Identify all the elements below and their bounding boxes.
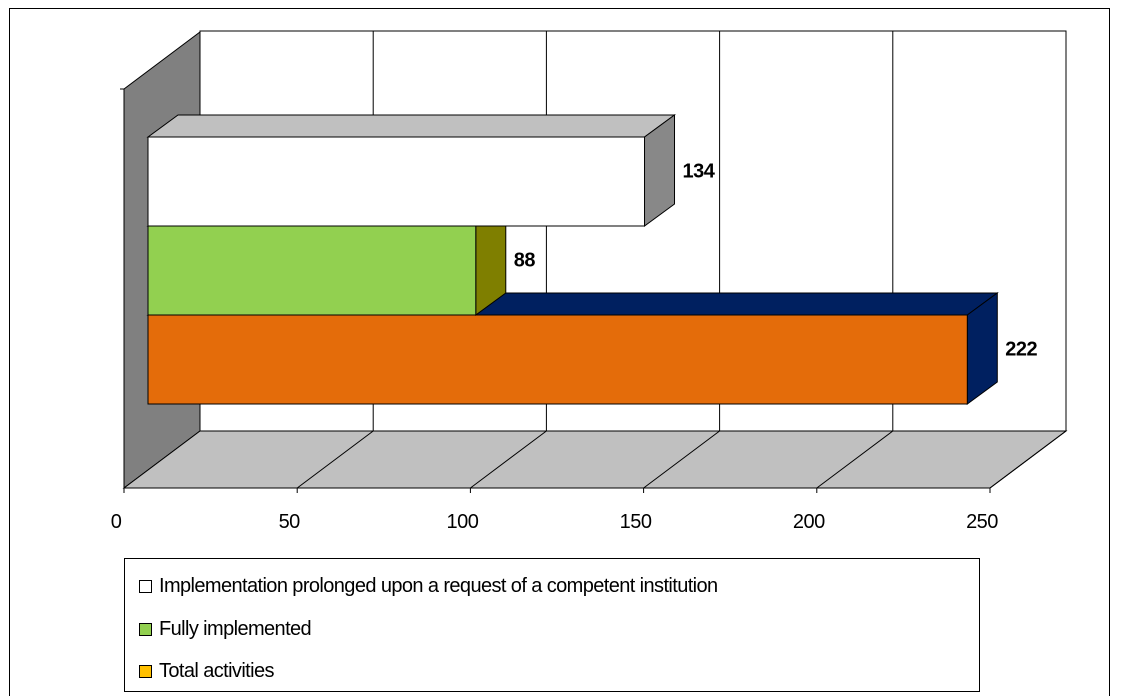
- floor: [122, 430, 1068, 489]
- legend-item-prolonged: Implementation prolonged upon a request …: [139, 574, 718, 598]
- chart-frame: [9, 8, 1110, 696]
- x-axis-ticks: 0 50 100 150 200 250: [111, 88, 999, 533]
- data-label-total: 222: [1005, 339, 1037, 361]
- legend-swatch-fully-implemented: [139, 622, 152, 636]
- tick-label-200: 200: [793, 511, 825, 533]
- legend-item-total-activities: Total activities: [139, 659, 275, 683]
- data-labels: 222 88 134: [514, 161, 1038, 361]
- bar-fully: [147, 225, 477, 316]
- legend-item-fully-implemented: Fully implemented: [139, 617, 312, 641]
- tick-label-50: 50: [279, 511, 301, 533]
- bar-implementation: [147, 136, 646, 227]
- legend-label-prolonged: Implementation prolonged upon a request …: [159, 574, 718, 597]
- data-label-implementation: 134: [683, 161, 716, 183]
- tick-label-150: 150: [620, 511, 652, 533]
- legend-label-fully-implemented: Fully implemented: [159, 617, 312, 640]
- bar-total: [147, 314, 968, 405]
- tick-label-100: 100: [446, 511, 478, 533]
- floor-line-200: [816, 430, 894, 489]
- legend: Implementation prolonged upon a request …: [124, 558, 980, 692]
- floor-line-50: [296, 430, 374, 489]
- floor-line-100: [470, 430, 547, 489]
- legend-swatch-total-activities: [139, 664, 152, 678]
- bar-top-implementation: [146, 114, 677, 138]
- data-label-fully: 88: [514, 250, 536, 272]
- tick-label-0: 0: [111, 511, 122, 533]
- floor-line-150: [643, 430, 720, 489]
- chart-bars: [146, 114, 999, 405]
- tick-label-250: 250: [966, 511, 998, 533]
- legend-label-total-activities: Total activities: [159, 659, 275, 682]
- legend-swatch-prolonged: [139, 579, 152, 593]
- floor-line-250: [989, 430, 1067, 489]
